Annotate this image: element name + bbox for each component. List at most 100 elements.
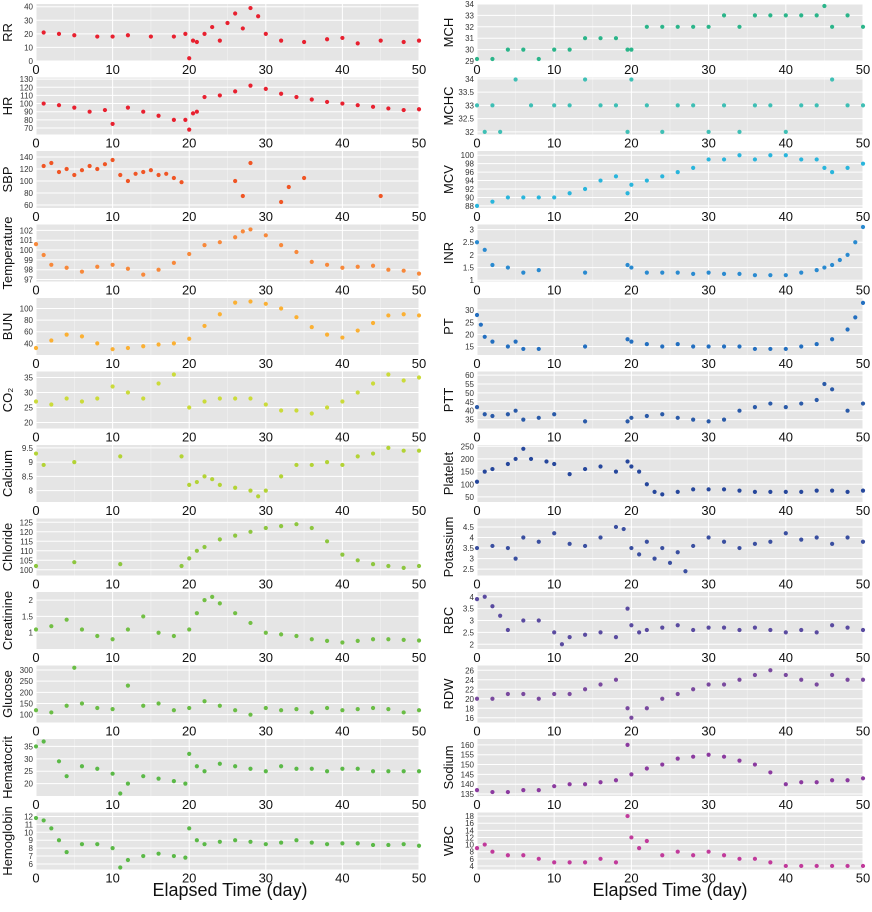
data-point	[416, 638, 422, 643]
data-point	[652, 556, 657, 561]
data-point	[33, 708, 39, 713]
data-point	[286, 184, 291, 190]
data-point	[552, 630, 557, 635]
data-point	[505, 789, 510, 795]
y-tick-label: 9	[29, 458, 34, 467]
data-point	[125, 390, 131, 395]
data-point	[125, 105, 131, 110]
data-point	[294, 462, 299, 468]
x-tick-label: 10	[547, 503, 561, 518]
data-point	[513, 339, 518, 344]
data-point	[860, 863, 866, 869]
data-point	[64, 166, 69, 172]
data-point	[814, 157, 819, 162]
data-point	[513, 408, 518, 413]
y-axis-title: CO₂	[0, 388, 15, 413]
x-tick-label: 30	[701, 650, 715, 665]
x-tick-label: 20	[182, 797, 196, 812]
data-point	[309, 637, 314, 642]
data-point	[49, 160, 54, 166]
data-point	[822, 265, 827, 270]
x-tick-label: 50	[412, 650, 426, 665]
data-point	[309, 525, 314, 531]
data-point	[830, 77, 835, 82]
data-point	[118, 172, 123, 178]
data-point	[582, 186, 588, 192]
x-tick-label: 0	[32, 209, 39, 224]
x-tick-label: 30	[701, 136, 715, 151]
data-point	[860, 401, 866, 406]
data-point	[637, 552, 642, 557]
y-axis-title: Glucose	[0, 670, 15, 718]
data-point	[79, 334, 85, 339]
y-tick-label: 1.5	[22, 612, 34, 621]
data-point	[675, 415, 680, 420]
data-point	[386, 372, 391, 377]
data-point	[110, 121, 115, 127]
data-point	[33, 345, 39, 351]
x-tick-label: 0	[32, 797, 39, 812]
y-tick-label: 160	[461, 741, 475, 750]
data-point	[194, 39, 199, 45]
data-point	[830, 623, 835, 628]
x-tick-label: 40	[779, 283, 793, 298]
data-point	[490, 56, 495, 62]
x-tick-label: 0	[473, 871, 480, 886]
y-tick-label: 135	[461, 790, 475, 799]
data-point	[248, 160, 253, 166]
x-tick-label: 30	[259, 136, 273, 151]
y-tick-label: 4	[470, 534, 475, 543]
x-tick-label: 30	[701, 577, 715, 592]
data-point	[625, 191, 630, 196]
y-tick-label: 130	[20, 75, 34, 84]
data-point	[33, 399, 39, 404]
data-point	[340, 841, 345, 846]
data-point	[279, 632, 284, 637]
data-point	[783, 531, 788, 536]
y-tick-label: 105	[20, 556, 34, 565]
y-tick-label: 120	[20, 165, 34, 174]
y-tick-label: 80	[24, 189, 33, 198]
x-tick-label: 40	[335, 577, 349, 592]
data-point	[598, 103, 603, 108]
data-point	[156, 776, 161, 781]
data-point	[752, 625, 758, 630]
data-point	[675, 24, 680, 29]
data-point	[482, 469, 487, 474]
data-point	[33, 627, 39, 632]
data-point	[340, 766, 345, 771]
x-tick-label: 50	[856, 724, 870, 739]
y-tick-label: 50	[465, 493, 474, 502]
data-point	[355, 638, 360, 643]
data-point	[822, 381, 827, 387]
data-point	[683, 569, 688, 574]
y-tick-label: 33	[465, 101, 474, 110]
data-point	[536, 696, 541, 701]
data-point	[33, 451, 39, 456]
data-point	[644, 627, 649, 633]
x-tick-label: 40	[335, 209, 349, 224]
data-point	[309, 259, 314, 264]
x-axis-title-right: Elapsed Time (day)	[592, 880, 748, 900]
data-point	[324, 705, 330, 711]
data-point	[64, 617, 69, 622]
x-tick-label: 40	[779, 724, 793, 739]
data-point	[567, 541, 572, 546]
panel-platelet: 50 100 150 200 250 0 10 20 30 40 50 Platelet	[441, 442, 870, 518]
y-tick-label: 94	[465, 177, 474, 186]
data-point	[64, 396, 69, 401]
x-tick-label: 10	[547, 430, 561, 445]
data-point	[401, 769, 406, 774]
data-point	[324, 638, 330, 643]
y-tick-label: 4	[470, 593, 475, 602]
data-point	[853, 240, 858, 245]
data-point	[721, 157, 727, 162]
data-point	[64, 774, 69, 779]
x-tick-label: 20	[624, 283, 638, 298]
data-point	[202, 699, 207, 704]
data-point	[401, 107, 406, 113]
data-point	[675, 270, 680, 275]
data-point	[814, 488, 819, 493]
data-point	[248, 396, 253, 401]
